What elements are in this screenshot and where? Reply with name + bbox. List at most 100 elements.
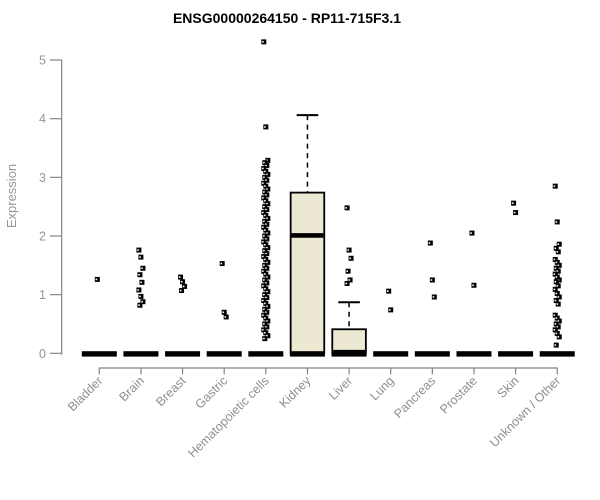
outlier-point-hole — [263, 293, 265, 296]
outlier-point — [554, 274, 560, 280]
outlier-point-hole — [554, 323, 557, 325]
outlier-point-hole — [263, 337, 265, 340]
outlier-point — [178, 274, 184, 280]
chart-title: ENSG00000264150 - RP11-715F3.1 — [173, 10, 401, 26]
outlier-point-hole — [263, 279, 265, 281]
outlier-point-hole — [265, 164, 267, 167]
outlier-point — [263, 227, 269, 233]
outlier-point-hole — [264, 302, 266, 305]
x-tick-label: Prostate — [437, 374, 480, 417]
outlier-point — [261, 166, 267, 172]
outlier-point — [265, 171, 271, 177]
outlier-point — [261, 180, 267, 186]
outlier-point-hole — [264, 214, 266, 217]
outlier-point — [555, 249, 561, 255]
outlier-point-hole — [262, 241, 264, 243]
outlier-point — [427, 240, 433, 246]
outlier-point — [556, 334, 562, 340]
outlier-point — [262, 204, 268, 210]
box — [331, 328, 367, 355]
outlier-point-hole — [266, 320, 268, 322]
outlier-point-hole — [263, 249, 265, 252]
outlier-point-hole — [262, 182, 264, 185]
outlier-point-hole — [139, 256, 141, 258]
outlier-point — [264, 192, 270, 198]
outlier-point-hole — [264, 200, 266, 202]
outlier-point — [261, 195, 267, 201]
outlier-point-hole — [262, 167, 264, 170]
outlier-point-hole — [264, 331, 266, 334]
outlier-point — [264, 163, 270, 169]
outlier-point-hole — [180, 280, 183, 283]
outlier-point-hole — [139, 295, 141, 298]
outlier-point-hole — [222, 311, 225, 314]
outlier-point-hole — [262, 255, 264, 258]
outlier-point — [265, 157, 271, 163]
outlier-point-hole — [265, 179, 267, 182]
outlier-point-hole — [554, 344, 557, 346]
outlier-point-hole — [262, 299, 264, 302]
outlier-point-hole — [472, 284, 474, 287]
outlier-point-hole — [265, 326, 267, 328]
outlier-point — [264, 280, 270, 286]
outlier-point — [431, 294, 437, 300]
outlier-point — [265, 215, 271, 221]
zero-median-bar — [456, 351, 492, 357]
outlier-point — [555, 283, 561, 289]
outlier-point-hole — [554, 299, 557, 302]
outlier-point-hole — [513, 211, 516, 214]
outlier-point-hole — [555, 261, 558, 264]
outlier-point — [263, 286, 269, 292]
outlier-point — [261, 210, 267, 216]
outlier-point — [136, 247, 142, 253]
x-tick-label: Pancreas — [391, 374, 438, 421]
outlier-point — [261, 39, 267, 45]
outlier-point — [555, 324, 561, 330]
outlier-point — [553, 321, 559, 327]
outlier-point — [140, 265, 146, 271]
outlier-point — [263, 168, 269, 174]
outlier-point — [265, 303, 271, 309]
outlier-point — [346, 247, 352, 253]
zero-median-bar — [373, 351, 409, 357]
outlier-point-hole — [262, 41, 264, 43]
outlier-point-hole — [554, 247, 557, 250]
outlier-point-hole — [556, 326, 559, 328]
outlier-point-hole — [265, 252, 267, 255]
outlier-point — [262, 306, 268, 312]
outlier-point — [556, 262, 562, 268]
outlier-point-hole — [553, 273, 556, 275]
zero-median-bar — [331, 351, 367, 357]
outlier-point-hole — [432, 296, 435, 298]
outlier-point — [556, 318, 562, 324]
y-tick-label: 3 — [39, 171, 46, 185]
x-tick-label: Skin — [495, 374, 522, 401]
outlier-point-hole — [266, 232, 268, 234]
outlier-point-hole — [557, 336, 560, 338]
outlier-point — [469, 230, 475, 236]
outlier-point — [265, 289, 271, 295]
outlier-point-hole — [555, 292, 558, 295]
outlier-point — [263, 315, 269, 321]
outlier-point — [140, 299, 146, 305]
zero-median-bar — [498, 351, 534, 357]
outlier-point — [552, 183, 558, 189]
zero-median-bar — [81, 351, 117, 357]
outlier-point — [347, 277, 353, 283]
outlier-point-hole — [553, 329, 556, 331]
outlier-point — [263, 300, 269, 306]
outlier-point-hole — [140, 281, 142, 284]
outlier-point-hole — [266, 188, 268, 190]
x-tick-label: Kidney — [277, 373, 314, 410]
outlier-point-hole — [346, 270, 348, 272]
outlier-point — [265, 333, 271, 339]
outlier-point — [262, 292, 268, 298]
outlier-point-hole — [265, 208, 267, 211]
outlier-point-hole — [263, 191, 265, 193]
outlier-point — [556, 277, 562, 283]
outlier-point — [262, 277, 268, 283]
outlier-point-hole — [178, 276, 181, 278]
outlier-point — [264, 251, 270, 257]
outlier-point-hole — [557, 243, 560, 246]
outlier-point-hole — [511, 202, 514, 204]
